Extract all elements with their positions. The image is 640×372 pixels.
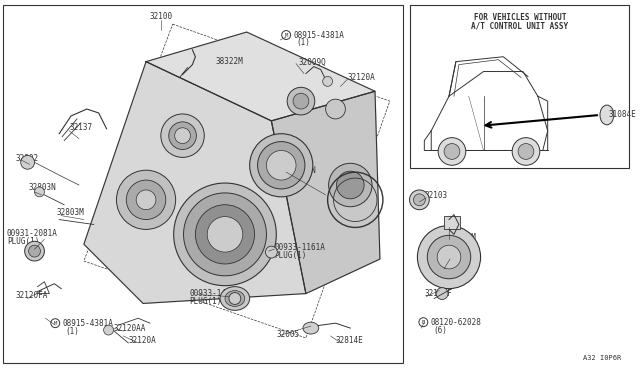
Circle shape — [337, 171, 364, 199]
Circle shape — [229, 292, 241, 304]
Ellipse shape — [600, 105, 614, 125]
Text: 32004M: 32004M — [449, 233, 477, 242]
Circle shape — [323, 77, 333, 86]
Text: 32100H: 32100H — [434, 262, 462, 272]
Text: (6): (6) — [433, 326, 447, 334]
Text: PLUG(1): PLUG(1) — [189, 297, 222, 306]
Circle shape — [428, 235, 470, 279]
Text: M: M — [54, 321, 57, 326]
Text: 38342N: 38342N — [288, 166, 316, 175]
Text: 32120A: 32120A — [128, 336, 156, 346]
Bar — [3, 6, 403, 363]
Text: A32 I0P6R: A32 I0P6R — [584, 355, 621, 361]
Circle shape — [126, 180, 166, 219]
Circle shape — [136, 190, 156, 210]
Text: 00933-1161A: 00933-1161A — [275, 243, 325, 252]
Circle shape — [35, 187, 44, 197]
Circle shape — [116, 170, 175, 230]
Circle shape — [207, 217, 243, 252]
Circle shape — [328, 163, 372, 207]
Text: 00931-2081A: 00931-2081A — [7, 229, 58, 238]
Circle shape — [410, 190, 429, 210]
Text: 32009Q: 32009Q — [298, 58, 326, 67]
Polygon shape — [84, 62, 306, 304]
Circle shape — [417, 225, 481, 289]
Circle shape — [175, 128, 191, 144]
Text: 32803N: 32803N — [29, 183, 56, 192]
Circle shape — [173, 183, 276, 286]
Circle shape — [25, 241, 44, 261]
Text: 32005: 32005 — [276, 330, 300, 339]
Text: 32100: 32100 — [149, 12, 172, 21]
Text: B: B — [422, 320, 425, 325]
Text: 31084E: 31084E — [609, 110, 637, 119]
Circle shape — [518, 144, 534, 159]
Circle shape — [104, 325, 113, 335]
Circle shape — [20, 155, 35, 169]
Ellipse shape — [220, 287, 250, 310]
Circle shape — [413, 194, 426, 206]
Text: 32803M: 32803M — [56, 208, 84, 217]
Polygon shape — [146, 32, 375, 121]
Circle shape — [184, 193, 266, 276]
Circle shape — [293, 93, 309, 109]
Text: PLUG(1): PLUG(1) — [7, 237, 39, 246]
Text: 08120-62028: 08120-62028 — [430, 318, 481, 327]
Text: 32137: 32137 — [69, 123, 92, 132]
Text: 32120A: 32120A — [348, 73, 375, 82]
Text: M: M — [285, 32, 288, 38]
Text: FOR VEHICLES WITHOUT: FOR VEHICLES WITHOUT — [474, 13, 566, 22]
Circle shape — [161, 114, 204, 157]
Bar — [444, 216, 460, 230]
Text: 32120AA: 32120AA — [113, 324, 146, 333]
Polygon shape — [271, 91, 380, 294]
Circle shape — [512, 138, 540, 165]
Circle shape — [438, 138, 466, 165]
Text: 08915-4381A: 08915-4381A — [293, 31, 344, 39]
Text: 32120FA: 32120FA — [16, 291, 48, 300]
Ellipse shape — [225, 291, 244, 307]
Text: 08915-4381A: 08915-4381A — [62, 319, 113, 328]
Text: 32802: 32802 — [16, 154, 39, 163]
Circle shape — [287, 87, 315, 115]
Circle shape — [257, 142, 305, 189]
Circle shape — [326, 99, 346, 119]
Text: 38322M: 38322M — [215, 57, 243, 66]
Circle shape — [169, 122, 196, 150]
Circle shape — [29, 245, 40, 257]
Ellipse shape — [303, 322, 319, 334]
Bar — [410, 6, 628, 168]
Circle shape — [444, 144, 460, 159]
Circle shape — [250, 134, 313, 197]
Text: PLUG(1): PLUG(1) — [275, 251, 307, 260]
Text: 32120F: 32120F — [424, 289, 452, 298]
Text: (1): (1) — [65, 327, 79, 336]
Text: (1): (1) — [296, 38, 310, 47]
Text: 32814E: 32814E — [335, 336, 364, 346]
Text: 00933-1401A: 00933-1401A — [189, 289, 241, 298]
Circle shape — [266, 151, 296, 180]
Text: 32103: 32103 — [424, 191, 447, 201]
Text: A/T CONTROL UNIT ASSY: A/T CONTROL UNIT ASSY — [472, 22, 568, 31]
Circle shape — [437, 245, 461, 269]
Circle shape — [266, 246, 277, 258]
Circle shape — [195, 205, 255, 264]
Circle shape — [436, 288, 448, 299]
